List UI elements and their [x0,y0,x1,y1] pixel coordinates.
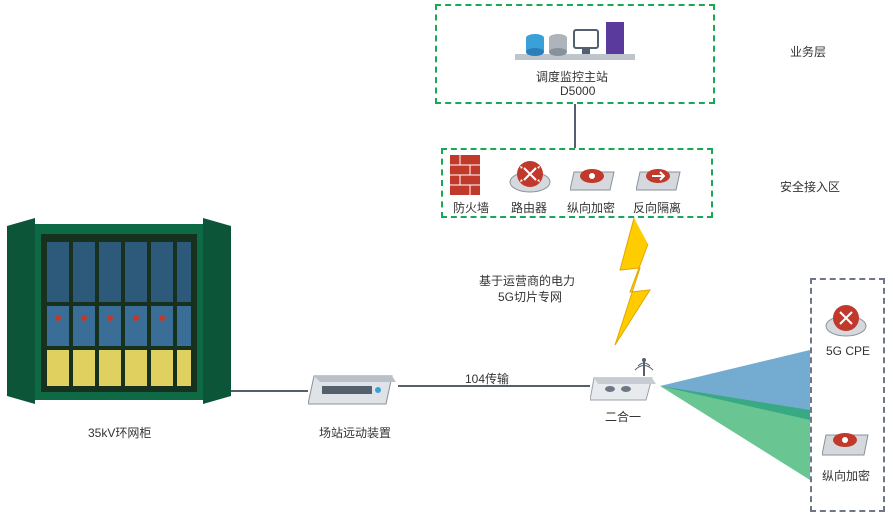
encrypt-b-label: 纵向加密 [822,467,870,484]
isolation-label: 反向隔离 [633,199,681,216]
isolation-icon [636,162,684,199]
firewall-label: 防火墙 [453,199,489,216]
firewall-icon [450,155,480,200]
main-station-label-1: 调度监控主站 [536,68,608,85]
station-device-label: 场站远动装置 [319,424,391,441]
encrypt-a-label: 纵向加密 [567,199,615,216]
encrypt-b-icon [822,425,872,464]
cpe-label: 5G CPE [826,344,870,358]
station-device-icon [308,370,398,417]
cabinet-icon [7,218,231,417]
cpe-icon [824,302,868,343]
security-zone-label: 安全接入区 [780,178,840,195]
three-in-one-icon [590,356,660,411]
three-in-one-label: 二合一 [605,408,641,425]
cabinet-label: 35kV环网柜 [88,424,151,441]
main-station-icons [510,14,640,69]
router-icon [508,158,552,199]
main-station-label-2: D5000 [560,84,595,98]
encrypt-a-icon [570,162,618,199]
link-104-label: 104传输 [465,370,509,387]
business-layer-label: 业务层 [790,43,826,60]
link-5g-label-1: 基于运营商的电力 [479,272,575,289]
router-label: 路由器 [511,199,547,216]
link-5g-label-2: 5G切片专网 [498,288,562,305]
